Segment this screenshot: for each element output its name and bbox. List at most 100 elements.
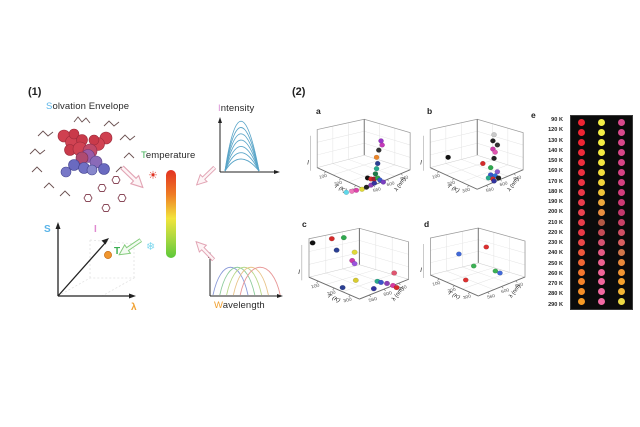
intensity-curve [224,152,260,172]
emission-row [571,198,632,206]
scatter-point [491,178,497,184]
emission-color-dot [577,159,585,167]
scatter-point [372,171,379,177]
subplot-label-c: c [302,219,307,229]
temperature-label: 240 K [548,250,563,257]
emission-color-dot [618,169,626,177]
emission-color-dot [618,238,626,246]
temperature-label: 200 K [548,209,563,216]
svg-text:T (K): T (K) [326,294,341,304]
wavelength-curve [212,266,249,296]
emission-color-dot [597,129,605,137]
emission-color-dot [577,189,585,197]
title-first-letter: S [46,101,53,112]
svg-text:200: 200 [326,290,336,297]
emission-color-dot [577,238,585,246]
emission-color-dot [577,208,585,216]
emission-color-dot [618,248,626,256]
emission-color-dot [618,228,626,236]
emission-color-dot [577,268,585,276]
scatter-point [339,285,346,291]
temperature-label: 290 K [548,301,563,308]
emission-color-dot [577,179,585,187]
sensing-data-point [104,251,112,259]
solvated-molecule-illustration [29,116,136,212]
svg-text:600: 600 [386,180,396,187]
intensity-curve [224,133,260,172]
emission-row [571,268,632,276]
emission-color-dot [618,149,626,157]
scatter-point [445,154,451,160]
scatter-point [485,175,492,181]
arrow-temperature-to-axes [112,231,144,261]
emission-color-dot [577,258,585,266]
temperature-gradient-bar [166,170,176,258]
subplot-label-a: a [316,106,321,116]
temperature-label: 270 K [548,281,563,288]
wavelength-curves [212,266,281,296]
svg-text:600: 600 [500,287,510,294]
emission-color-dot [618,179,626,187]
temperature-label: 210 K [548,219,563,226]
emission-color-dot [597,258,605,266]
title-first-letter: T [141,150,146,161]
emission-color-dot [597,208,605,216]
arrow-molecule-to-temperature [114,162,149,197]
svg-text:300: 300 [343,297,353,304]
emission-color-dot [597,228,605,236]
emission-color-dot [618,288,626,296]
emission-row [571,238,632,246]
emission-color-dot [597,189,605,197]
subplot-label-d: d [424,219,430,229]
emission-row [571,278,632,286]
scatter-point [340,235,347,241]
emission-color-dot [618,298,626,306]
molecule-core [57,128,113,178]
temperature-label-column: 90 K 120 K 130 K 140 K 150 K 160 K 170 K 180 K 1… [536,115,566,310]
scatter-point [349,188,355,194]
scatter-point [378,279,384,285]
temperature-label: 90 K [551,117,563,124]
svg-text:I: I [298,269,300,275]
scatter-point [491,155,497,161]
emission-row [571,179,632,187]
svg-text:600: 600 [383,290,393,297]
emission-color-dot [618,189,626,197]
emission-color-dot [597,149,605,157]
scatter-point [494,169,501,175]
temperature-label: 120 K [548,127,563,134]
emission-color-dot [577,198,585,206]
scatter-point [309,240,316,246]
temperature-label: 230 K [548,240,563,247]
scatter-point [495,175,502,181]
scatter-point [393,285,400,291]
emission-color-dot [577,139,585,147]
emission-color-dot [618,268,626,276]
scatter-point [483,244,490,250]
scatter-point [343,189,350,195]
svg-text:I: I [420,267,422,274]
emission-color-dot [577,248,585,256]
svg-text:I: I [307,160,309,167]
svg-text:100: 100 [431,173,441,180]
svg-text:T (K): T (K) [446,184,460,195]
emission-color-dot [618,119,626,127]
wavelength-curve [232,266,269,296]
wavelength-mini-plot [208,252,283,298]
emission-row [571,298,632,306]
title-first-letter: W [214,300,223,311]
arrow-wavelength-to-temperature [190,233,221,264]
scatter-point [328,236,335,242]
temperature-label: 260 K [548,270,563,277]
scatter-point [391,270,398,276]
title-first-letter: I [218,103,221,114]
scatter-point [492,149,498,155]
svg-text:T (K): T (K) [333,184,347,195]
scatter-point [353,187,360,193]
emission-color-dot [577,228,585,236]
svg-text:100: 100 [310,283,320,290]
solvation-envelope-title: Solvation Envelope [46,101,130,112]
wavelength-curve [219,266,256,296]
scatter-point [379,142,385,148]
solvent-molecules [29,116,136,189]
